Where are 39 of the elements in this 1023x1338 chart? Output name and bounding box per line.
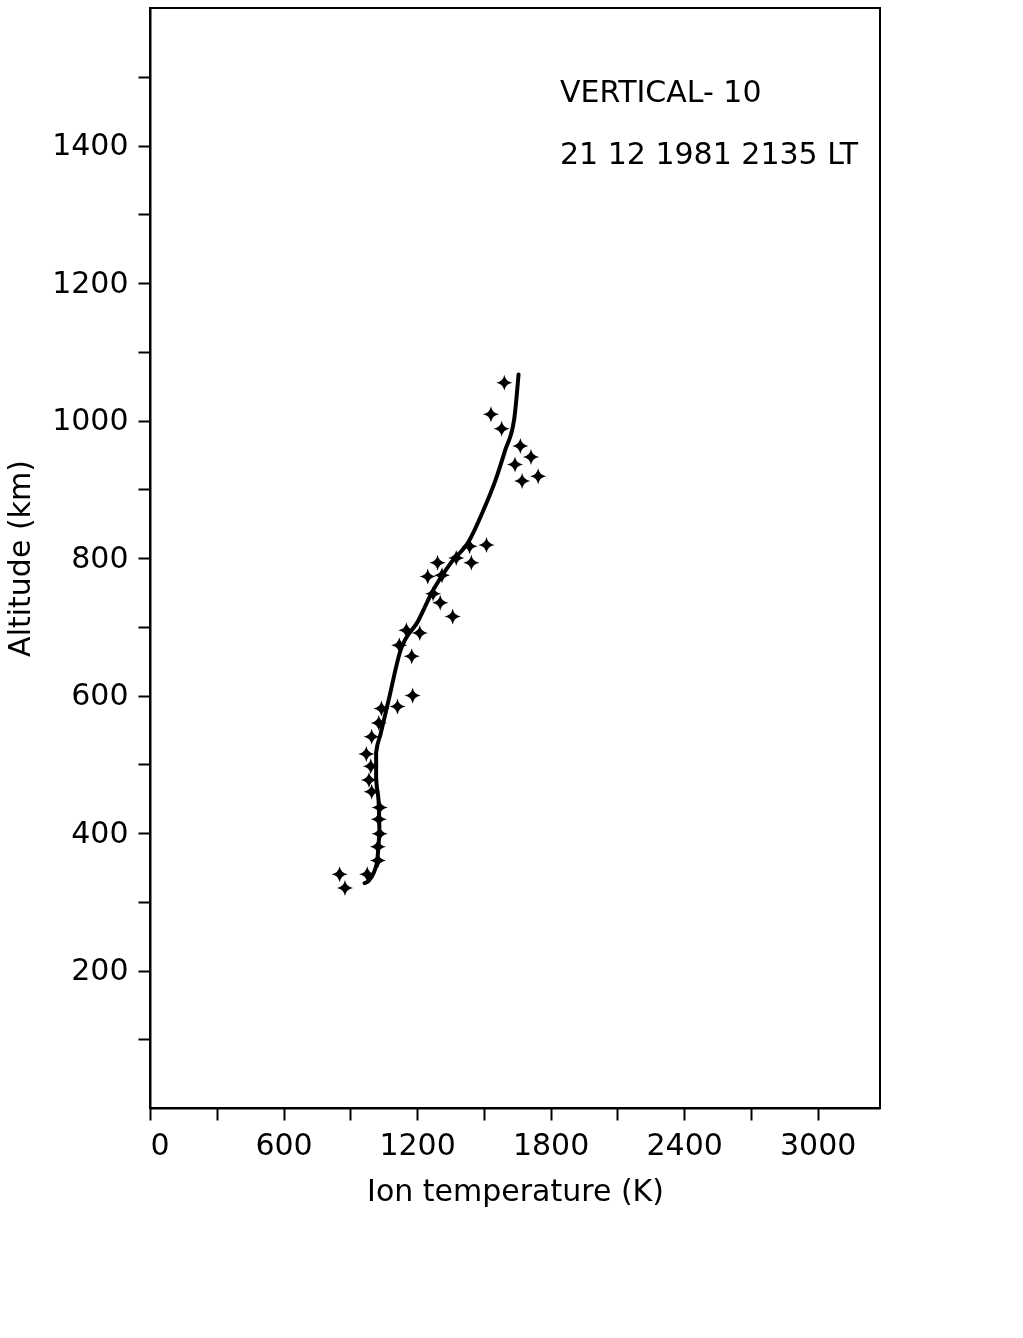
x-tick-label: 2400 (646, 1126, 723, 1162)
y-axis-title: Altitude (km) (2, 460, 38, 657)
annotation: VERTICAL- 10 (560, 74, 762, 109)
point (496, 374, 513, 391)
y-tick-label: 200 (71, 952, 129, 987)
point (444, 608, 461, 625)
point (363, 728, 380, 745)
annotation: 21 12 1981 2135 LT (560, 136, 859, 171)
x-tick-label: 600 (255, 1126, 313, 1162)
point (358, 745, 375, 762)
y-tick-label: 400 (71, 814, 129, 850)
y-tick-label: 1000 (52, 402, 129, 437)
point (336, 879, 354, 897)
point (506, 456, 524, 473)
y-tick-label: 1400 (52, 127, 129, 162)
point (432, 594, 449, 611)
point (530, 468, 547, 485)
point (404, 687, 421, 704)
point (331, 866, 348, 883)
point (478, 536, 495, 553)
y-tick-label: 800 (71, 539, 129, 575)
point (514, 472, 531, 490)
x-tick-label: 1200 (379, 1126, 456, 1162)
point (403, 648, 420, 665)
x-tick-label: 3000 (780, 1126, 857, 1162)
x-axis-title: Ion temperature (K) (367, 1172, 664, 1208)
y-tick-label: 1200 (52, 264, 129, 300)
point (463, 554, 480, 571)
y-tick-label: 600 (71, 677, 129, 712)
x-tick-label: 0 (150, 1126, 170, 1162)
point (389, 698, 406, 715)
point (512, 437, 529, 454)
x-tick-label: 1800 (512, 1126, 590, 1162)
point (482, 406, 500, 423)
point (419, 568, 436, 585)
point (493, 420, 510, 437)
point (522, 448, 540, 465)
point (429, 554, 446, 571)
point (411, 624, 428, 641)
